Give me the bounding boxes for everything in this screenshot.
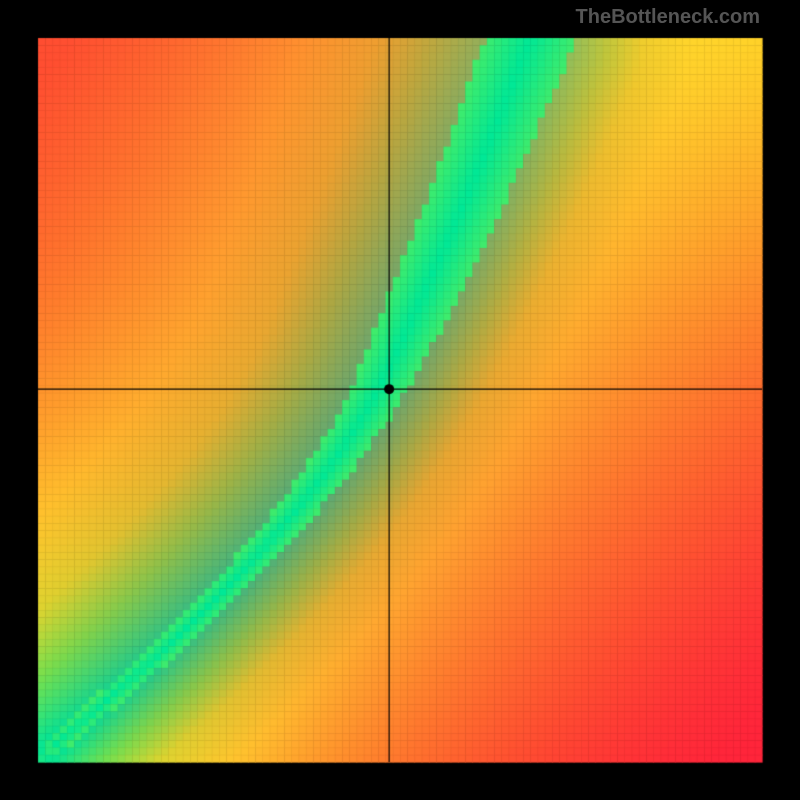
watermark-text: TheBottleneck.com [576, 6, 760, 29]
heatmap-canvas [0, 0, 800, 800]
chart-container: TheBottleneck.com [0, 0, 800, 800]
